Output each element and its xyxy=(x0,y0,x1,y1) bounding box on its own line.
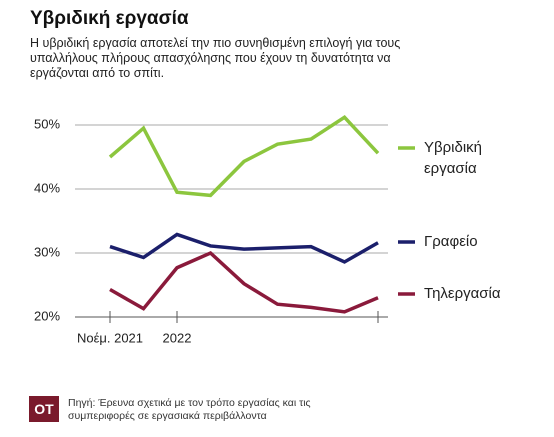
chart-title: Υβριδική εργασία xyxy=(30,8,189,29)
logo: OT xyxy=(29,396,59,422)
legend-label: Γραφείο xyxy=(424,233,478,250)
y-tick-label: 20% xyxy=(34,308,60,323)
series-line xyxy=(108,115,380,198)
x-tick-label: 2022 xyxy=(163,330,192,345)
source-note: Πηγή: Έρευνα σχετικά με τον τρόπο εργασί… xyxy=(68,397,311,422)
y-tick-label: 50% xyxy=(34,116,60,131)
y-tick-label: 30% xyxy=(34,244,60,259)
series-line xyxy=(109,250,379,314)
legend-label: Υβριδική εργασία xyxy=(424,139,483,177)
series-line xyxy=(109,232,379,264)
chart-subtitle: Η υβριδική εργασία αποτελεί την πιο συνη… xyxy=(30,36,401,80)
y-tick-label: 40% xyxy=(34,180,60,195)
legend-label: Τηλεργασία xyxy=(424,285,501,302)
x-tick-label: Νοέμ. 2021 xyxy=(77,330,143,345)
